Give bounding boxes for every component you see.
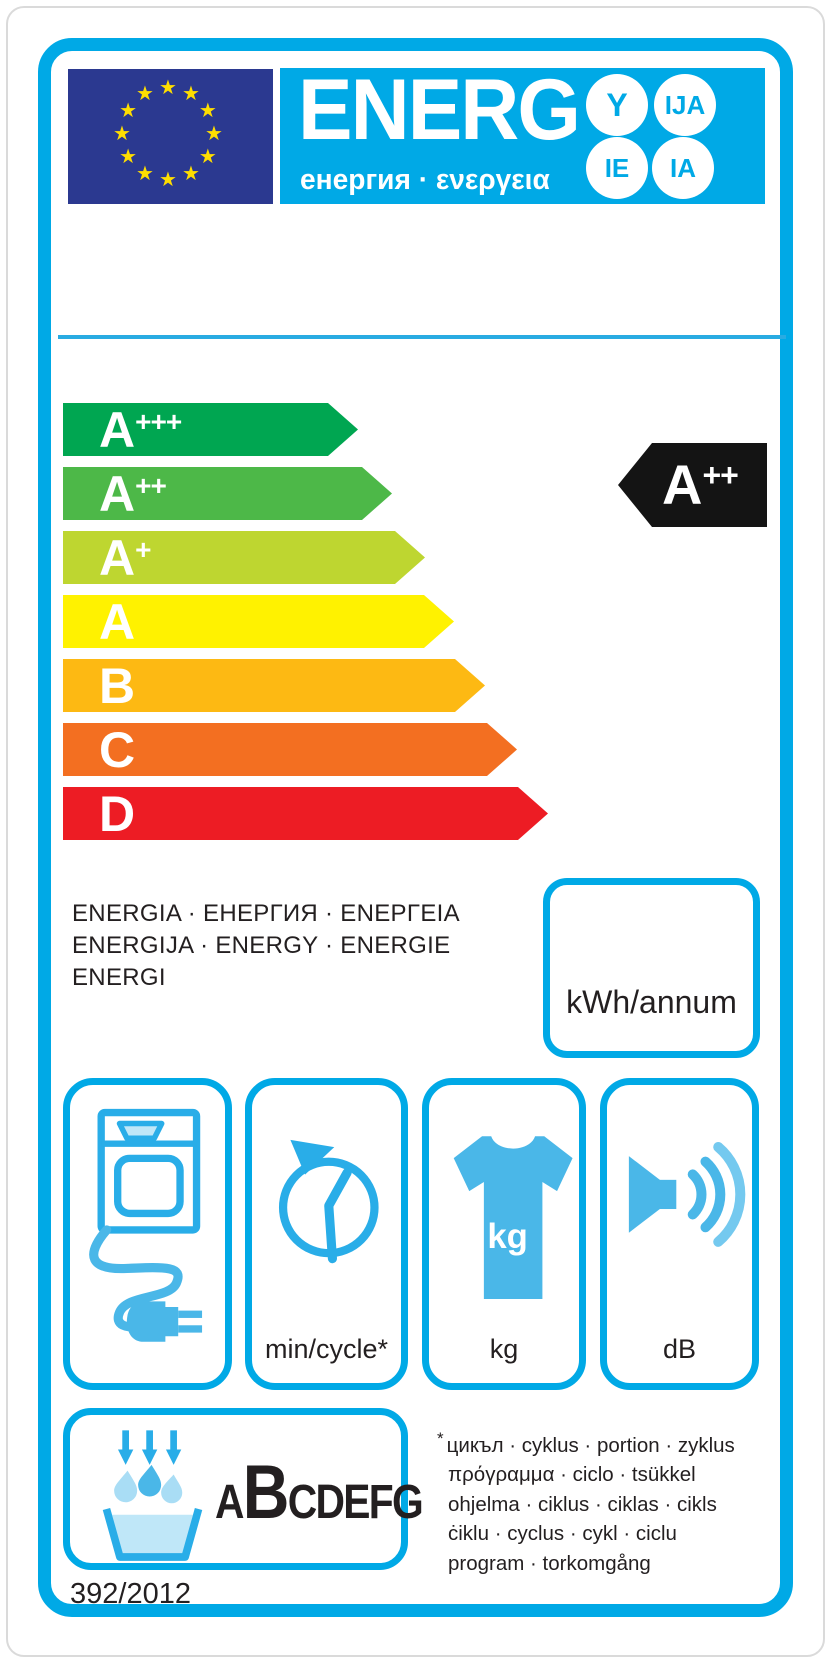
flag-star: ★ <box>198 146 217 168</box>
flag-star: ★ <box>113 123 131 145</box>
eu-flag: ★ ★ ★ ★ ★ ★ ★ ★ ★ ★ ★ ★ <box>68 69 273 204</box>
regulation-number: 392/2012 <box>70 1578 191 1610</box>
timer-icon <box>278 1139 379 1264</box>
bubble-y: Y <box>586 74 648 136</box>
bubble-ija: IJA <box>654 74 716 136</box>
kwh-unit-label: kWh/annum <box>566 984 737 1020</box>
metric-box-power <box>63 1078 232 1390</box>
energy-words-line-3: ENERGI <box>72 964 166 991</box>
rating-bar-appp: A+++ <box>63 403 358 456</box>
footnote-asterisk: * <box>437 1429 444 1448</box>
metric-box-noise: dB <box>600 1078 759 1390</box>
energ-title: ENERG <box>298 62 581 158</box>
bubble-ie: IE <box>586 137 648 199</box>
flag-star: ★ <box>159 169 177 191</box>
current-rating-arrow: A++ <box>618 443 767 527</box>
dryer-plug-icon <box>89 1108 203 1342</box>
rating-bar-b: B <box>63 659 485 712</box>
bubble-ia: IA <box>652 137 714 199</box>
footnote-lines: * цикъл · cyklus · portion · zyklus πρόγρα… <box>437 1424 735 1578</box>
rating-bar-app: A++ <box>63 467 392 520</box>
flag-star: ★ <box>205 123 223 145</box>
condensation-letter-a: A <box>215 1476 244 1529</box>
condensation-icon <box>102 1430 203 1561</box>
energ-subtitle: енергия · ενεργεια <box>300 164 550 196</box>
flag-star: ★ <box>182 162 200 185</box>
flag-star: ★ <box>119 146 138 168</box>
tshirt-icon: kg <box>453 1136 573 1300</box>
flag-star: ★ <box>136 162 154 185</box>
screenshot-frame <box>6 6 825 1657</box>
footnote-line: * цикъл · cyklus · portion · zyklus <box>437 1429 735 1457</box>
rating-bar-ap: A+ <box>63 531 425 584</box>
capacity-unit-label: kg <box>489 1334 519 1364</box>
speaker-icon <box>628 1141 746 1247</box>
header-banner: ENERG енергия · ενεργεια Y IJA IE IA <box>280 62 765 204</box>
current-rating-label: A++ <box>662 453 739 516</box>
rating-bar-c: C <box>63 723 517 776</box>
footnote-line: program · torkomgång <box>448 1551 651 1575</box>
flag-star: ★ <box>136 83 154 106</box>
condensation-letter-b: B <box>242 1450 290 1535</box>
footnote-line: πρόγραμμα · ciclo · tsükkel <box>448 1463 696 1487</box>
flag-star: ★ <box>198 100 217 122</box>
duration-unit-label: min/cycle* <box>264 1334 389 1364</box>
energy-words-line-2: ENERGIJA · ENERGY · ENERGIE <box>72 932 451 959</box>
annual-consumption-box: kWh/annum <box>543 878 760 1058</box>
footnote: * цикъл · cyklus · portion · zyklus πρόγρα… <box>437 1424 735 1578</box>
rating-bar-a: A <box>63 595 454 648</box>
condensation-letter-c: C <box>287 1476 317 1529</box>
condensation-letter-g: G <box>392 1476 424 1529</box>
metric-box-capacity: kg kg <box>422 1078 586 1390</box>
noise-unit-label: dB <box>662 1334 697 1364</box>
condensation-letter-f: F <box>368 1476 394 1529</box>
energy-words-line-1: ENERGIA · ЕНЕРГИЯ · ΕΝΕΡΓΕΙΑ <box>72 900 460 927</box>
flag-star: ★ <box>182 83 200 106</box>
footnote-line: ohjelma · ciklus · ciklas · cikls <box>448 1492 717 1516</box>
rating-scale: A+++ A++ A+ A B C D <box>63 403 548 851</box>
condensation-letter-d: D <box>315 1476 344 1529</box>
label-outer-border <box>38 38 793 1617</box>
flag-star: ★ <box>159 77 177 99</box>
flag-star: ★ <box>119 100 138 122</box>
footnote-line: ċiklu · cyclus · cykl · ciclu <box>448 1522 677 1546</box>
metric-box-duration: min/cycle* <box>245 1078 408 1390</box>
condensation-letter-e: E <box>343 1476 370 1529</box>
rating-bar-d: D <box>63 787 548 840</box>
energy-words: ENERGIA · ЕНЕРГИЯ · ΕΝΕΡΓΕΙΑ ENERGIJA · … <box>72 898 460 994</box>
header-divider <box>58 335 786 339</box>
shirt-kg-text: kg <box>487 1218 528 1256</box>
